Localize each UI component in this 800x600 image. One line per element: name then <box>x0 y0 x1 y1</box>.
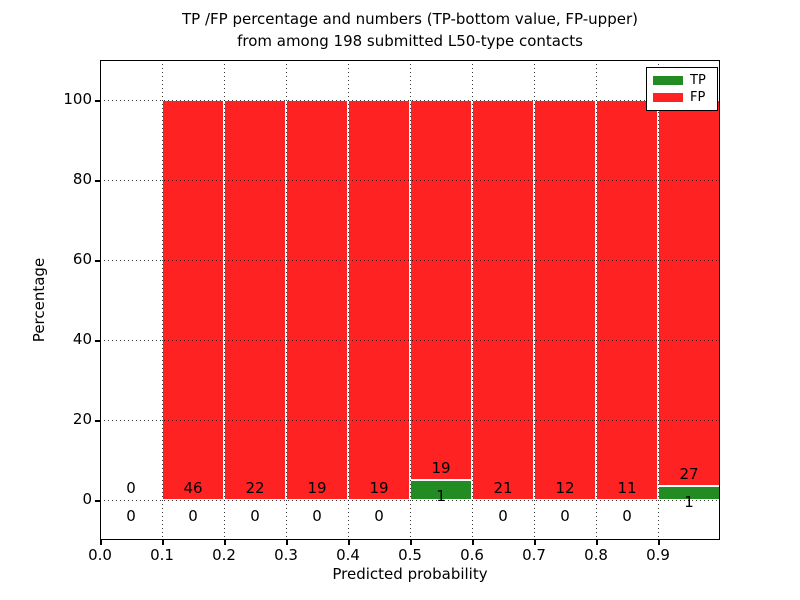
y-tick-mark <box>95 100 100 102</box>
gridline-v <box>224 60 225 540</box>
fp-count-label: 46 <box>183 479 203 497</box>
x-tick-label: 0.4 <box>336 546 360 564</box>
gridline-v <box>286 60 287 540</box>
fp-bar <box>534 100 596 500</box>
tp-count-label: 1 <box>436 487 446 505</box>
y-tick-mark <box>95 260 100 262</box>
gridline-v <box>534 60 535 540</box>
x-axis-label: Predicted probability <box>332 565 488 583</box>
x-tick-mark <box>596 540 598 545</box>
x-tick-mark <box>658 540 660 545</box>
y-tick-label: 100 <box>63 90 92 108</box>
tp-count-label: 0 <box>374 507 384 525</box>
y-tick-mark <box>95 180 100 182</box>
y-axis-label: Percentage <box>30 257 48 343</box>
x-tick-label: 0.0 <box>88 546 112 564</box>
fp-count-label: 11 <box>617 479 637 497</box>
x-tick-label: 0.9 <box>646 546 670 564</box>
x-tick-label: 0.1 <box>150 546 174 564</box>
y-tick-mark <box>95 420 100 422</box>
fp-bar <box>472 100 534 500</box>
gridline-v <box>658 60 659 540</box>
x-tick-label: 0.5 <box>398 546 422 564</box>
x-tick-mark <box>534 540 536 545</box>
fp-bar <box>224 100 286 500</box>
x-tick-mark <box>100 540 102 545</box>
legend-label: TP <box>690 73 706 88</box>
x-tick-label: 0.2 <box>212 546 236 564</box>
x-tick-mark <box>348 540 350 545</box>
fp-bar <box>348 100 410 500</box>
gridline-v <box>472 60 473 540</box>
y-tick-label: 0 <box>82 490 92 508</box>
fp-bar <box>410 100 472 480</box>
fp-count-label: 12 <box>555 479 575 497</box>
x-tick-label: 0.8 <box>584 546 608 564</box>
x-tick-mark <box>410 540 412 545</box>
legend-label: FP <box>690 90 706 105</box>
gridline-v <box>348 60 349 540</box>
fp-count-label: 21 <box>493 479 513 497</box>
x-tick-mark <box>224 540 226 545</box>
x-tick-label: 0.7 <box>522 546 546 564</box>
tp-count-label: 1 <box>684 492 694 511</box>
y-tick-mark <box>95 500 100 502</box>
gridline-v <box>410 60 411 540</box>
fp-count-label: 27 <box>679 464 699 483</box>
tp-count-label: 0 <box>622 507 632 525</box>
legend-item-tp: TP <box>647 74 717 87</box>
legend-item-fp: FP <box>647 91 717 104</box>
gridline-v <box>596 60 597 540</box>
x-tick-mark <box>286 540 288 545</box>
tp-color-swatch-icon <box>653 76 683 85</box>
x-tick-mark <box>472 540 474 545</box>
tp-count-label: 0 <box>498 507 508 525</box>
tp-count-label: 0 <box>250 507 260 525</box>
fp-count-label: 19 <box>369 479 389 497</box>
gridline-v <box>162 60 163 540</box>
fp-count-label: 22 <box>245 479 265 497</box>
fp-bar <box>596 100 658 500</box>
fp-count-label: 19 <box>431 459 451 477</box>
y-tick-mark <box>95 340 100 342</box>
y-tick-label: 80 <box>72 170 92 188</box>
chart-title-line2: from among 198 submitted L50-type contac… <box>237 32 583 50</box>
fp-color-swatch-icon <box>653 93 683 102</box>
fp-count-label: 19 <box>307 479 327 497</box>
x-tick-label: 0.3 <box>274 546 298 564</box>
legend: TP FP <box>646 67 718 111</box>
tp-count-label: 0 <box>312 507 322 525</box>
tp-count-label: 0 <box>560 507 570 525</box>
y-tick-label: 40 <box>72 330 92 348</box>
y-tick-label: 20 <box>72 410 92 428</box>
chart-title-line1: TP /FP percentage and numbers (TP-bottom… <box>182 10 638 28</box>
tp-count-label: 0 <box>126 507 136 525</box>
fp-bar <box>286 100 348 500</box>
x-tick-mark <box>162 540 164 545</box>
fp-bar <box>162 100 224 500</box>
fp-count-label: 0 <box>126 479 136 497</box>
y-tick-label: 60 <box>72 250 92 268</box>
x-tick-label: 0.6 <box>460 546 484 564</box>
tp-count-label: 0 <box>188 507 198 525</box>
fp-bar <box>658 100 720 486</box>
